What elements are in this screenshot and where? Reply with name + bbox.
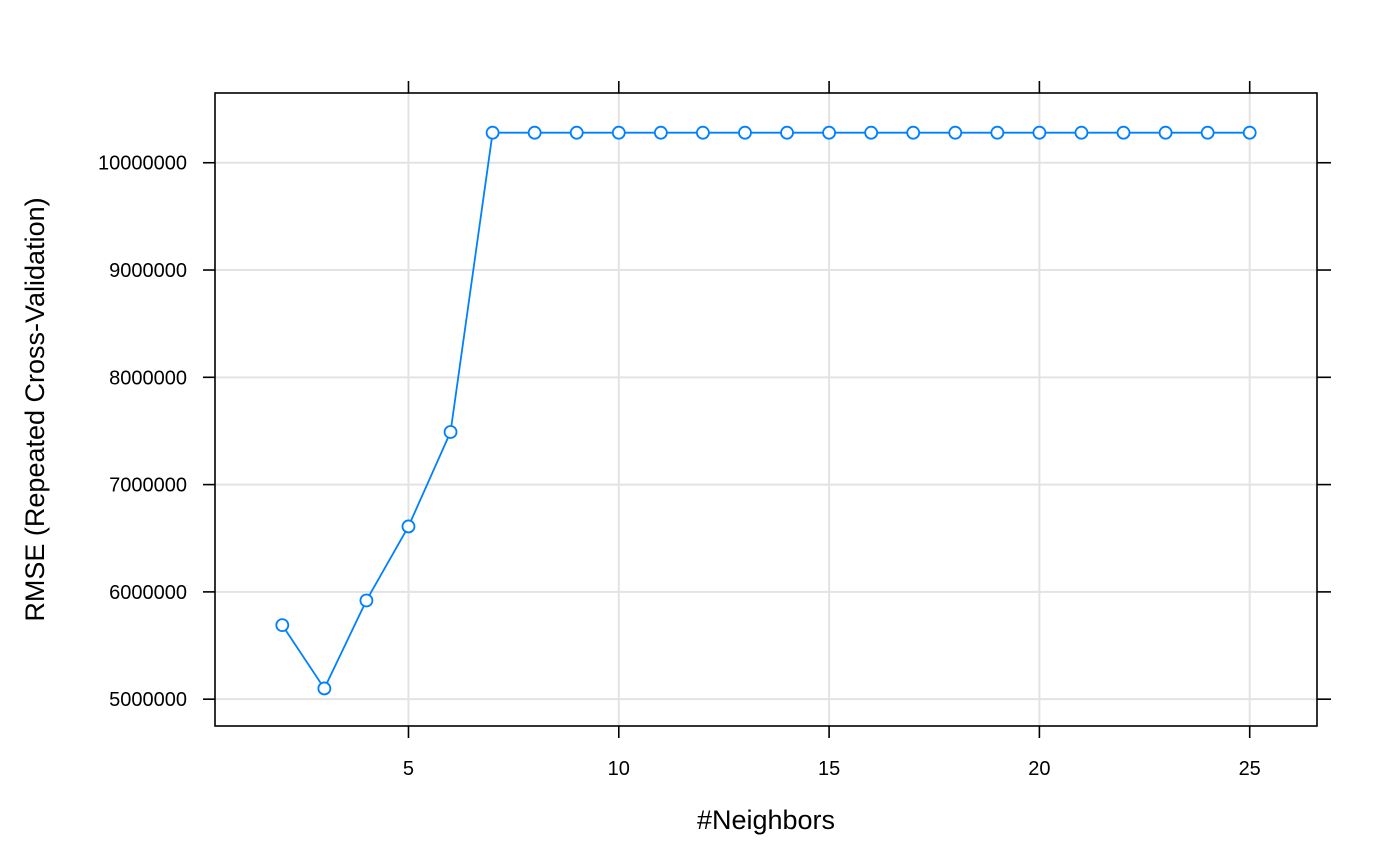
y-tick-label: 10000000 — [98, 153, 187, 175]
data-point — [653, 125, 668, 140]
data-point — [822, 125, 836, 140]
x-tick-label: 5 — [403, 758, 414, 780]
data-point — [569, 125, 584, 140]
axis-ticks — [203, 81, 1331, 738]
data-point — [527, 125, 542, 140]
data-point — [611, 125, 626, 140]
y-tick-label: 9000000 — [109, 260, 187, 282]
data-point — [1116, 125, 1131, 140]
x-tick-label: 10 — [608, 758, 630, 780]
data-point — [696, 125, 710, 140]
x-tick-label: 20 — [1028, 758, 1050, 780]
data-point — [485, 125, 500, 140]
x-tick-label: 25 — [1239, 758, 1261, 780]
y-tick-label: 7000000 — [109, 475, 187, 497]
data-point — [1242, 125, 1257, 140]
data-point — [1074, 125, 1089, 140]
y-tick-label: 8000000 — [109, 367, 187, 389]
data-point — [1158, 125, 1173, 140]
plot-frame — [214, 92, 1318, 727]
grid-lines — [215, 93, 1317, 726]
data-point — [401, 519, 416, 534]
x-axis-title: #Neighbors — [697, 805, 835, 835]
x-tick-label: 15 — [818, 758, 840, 780]
data-point — [443, 425, 458, 439]
data-point — [359, 593, 374, 608]
y-tick-label: 6000000 — [109, 582, 187, 604]
data-point — [738, 125, 752, 140]
tick-labels: 5 10 15 20 25 5000000 6000000 7000000 8000000 900… — [98, 153, 1261, 780]
y-tick-label: 5000000 — [109, 689, 187, 711]
data-point — [275, 618, 290, 633]
data-point — [990, 125, 1005, 140]
data-point — [864, 125, 879, 140]
data-point — [1032, 125, 1047, 140]
series-layer — [275, 125, 1257, 696]
y-axis-title: RMSE (Repeated Cross-Validation) — [20, 197, 50, 621]
series-line — [281, 131, 1250, 691]
data-point — [1200, 125, 1215, 140]
data-point — [948, 125, 963, 140]
data-point — [780, 125, 794, 140]
data-point — [317, 681, 332, 696]
data-point — [906, 125, 921, 140]
